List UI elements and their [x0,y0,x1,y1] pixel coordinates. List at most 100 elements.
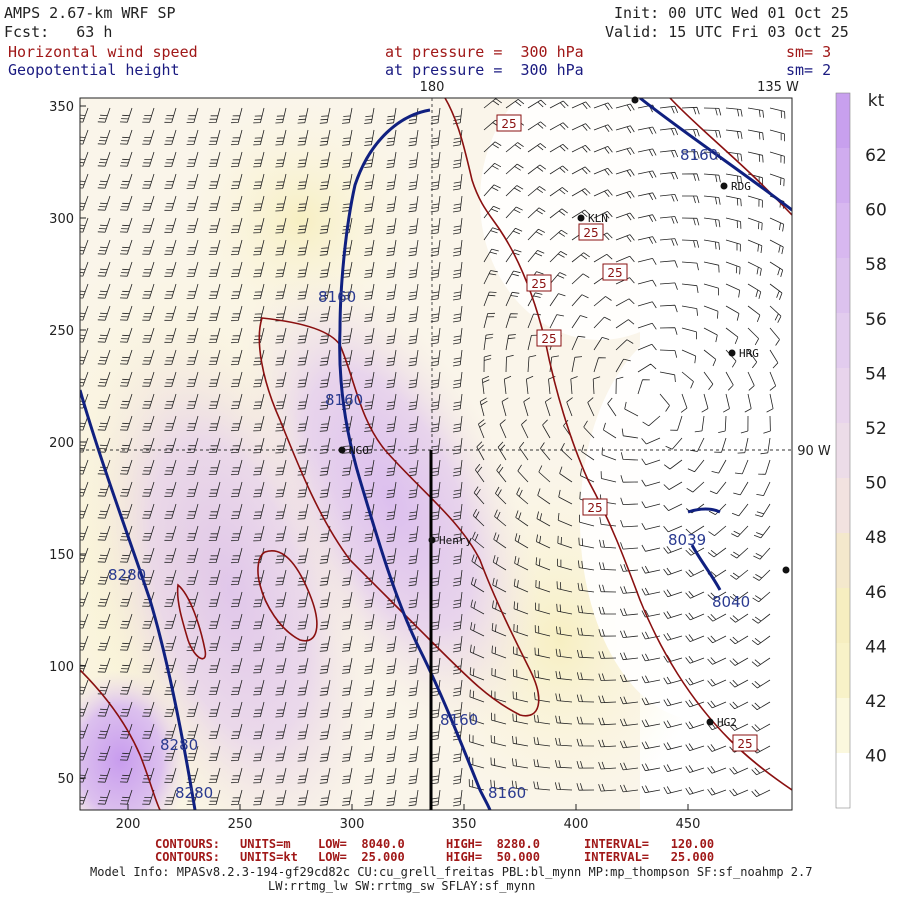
colorbar-segment [836,478,850,534]
height-contour-labels: 8160 8160 8160 8160 8160 8280 8280 8280 … [108,146,750,802]
colorbar-label: 48 [865,528,887,548]
forecast-hour: Fcst: 63 h [4,23,113,41]
colorbar-segment [836,203,850,259]
init-time: Init: 00 UTC Wed 01 Oct 25 [614,4,849,22]
field1-smoothing: sm= 3 [786,43,832,61]
colorbar-label: 58 [865,255,887,275]
height-label: 8280 [175,784,213,802]
field2-smoothing: sm= 2 [786,61,832,79]
x-tick: 450 [676,817,701,832]
height-label: 8280 [108,566,146,584]
svg-text:HG2: HG2 [717,716,737,729]
wind-speed-shading [80,98,792,810]
colorbar-label: 46 [865,583,887,603]
colorbar-segment [836,588,850,644]
speed-label: 25 [541,332,556,346]
height-label: 8280 [160,736,198,754]
colorbar-frame [835,92,851,809]
speed-label: 25 [607,266,622,280]
y-tick: 50 [57,772,74,787]
colorbar-label: 60 [865,201,887,221]
station-hg2: HG2 [706,716,737,729]
colorbar: 62 60 58 56 54 52 50 48 46 44 42 40 [835,92,887,809]
colorbar-segment [836,753,850,809]
station-rdg: RDG [720,180,751,193]
height-label: 8039 [668,531,706,549]
y-tick: 250 [49,324,74,339]
station-henry: Henry [428,534,472,547]
colorbar-label: 56 [865,310,887,330]
height-contours [80,98,792,810]
speed-label: 25 [583,226,598,240]
footer-contour1-low: LOW= 8040.0 [318,837,405,851]
wind-barb-paths [80,98,786,807]
colorbar-segment [836,148,850,204]
colorbar-segment [836,423,850,479]
model-title: AMPS 2.67-km WRF SP [4,4,176,22]
stations: RDG KLN HRG NGO Henry HG2 [338,96,790,729]
y-tick: 300 [49,212,74,227]
station-top [631,96,639,104]
footer-contour2-interval: INTERVAL= 25.000 [584,850,715,864]
speed-label: 25 [587,501,602,515]
footer-contour2-label: CONTOURS: [155,850,221,864]
speed-label: 25 [501,117,516,131]
colorbar-segment [836,698,850,754]
colorbar-label: 40 [865,747,887,767]
station-kln: KLN [577,212,608,225]
colorbar-segment [836,313,850,369]
x-tick: 400 [564,817,589,832]
x-axis-ticks: 200 250 300 350 400 450 [116,817,701,832]
x-tick: 250 [228,817,253,832]
lon-label-180: 180 [420,80,445,95]
height-label: 8160 [440,711,478,729]
colorbar-segment [836,258,850,314]
colorbar-unit: kt [868,91,885,111]
station-hrg: HRG [728,347,759,360]
colorbar-label: 42 [865,692,887,712]
station-ngo: NGO [338,444,369,457]
svg-text:KLN: KLN [588,212,608,225]
wind-barbs [80,98,786,807]
lon-label-135w: 135 W [757,80,799,95]
colorbar-segment [836,368,850,424]
speed-contour-labels: 25 25 25 25 25 25 25 [496,114,758,752]
footer-contour2-low: LOW= 25.000 [318,850,405,864]
valid-time: Valid: 15 UTC Fri 03 Oct 25 [605,23,849,41]
y-tick: 350 [49,100,74,115]
height-label: 8160 [318,288,356,306]
svg-text:RDG: RDG [731,180,751,193]
footer-model-info: Model Info: MPASv8.2.3-194-gf29cd82c CU:… [90,865,813,879]
field2-level: at pressure = 300 hPa [385,61,584,79]
field1-level: at pressure = 300 hPa [385,43,584,61]
footer-contour1-units: UNITS=m [240,837,291,851]
axis-tick-marks [80,105,689,810]
colorbar-label: 44 [865,637,887,657]
y-tick: 100 [49,660,74,675]
x-tick: 200 [116,817,141,832]
colorbar-label: 52 [865,419,887,439]
height-label: 8160 [488,784,526,802]
footer-contour2-high: HIGH= 50.000 [446,850,540,864]
svg-text:Henry: Henry [439,534,472,547]
lon-label-90w: 90 W [797,444,831,459]
y-tick: 150 [49,548,74,563]
x-tick: 300 [340,817,365,832]
colorbar-segment [836,533,850,589]
colorbar-label: 54 [865,364,887,384]
field1-name: Horizontal wind speed [8,43,198,61]
speed-label: 25 [737,737,752,751]
speed-label: 25 [531,277,546,291]
colorbar-label: 50 [865,474,887,494]
footer-model-info2: LW:rrtmg_lw SW:rrtmg_sw SFLAY:sf_mynn [268,879,536,893]
height-label: 8160 [680,146,718,164]
y-axis-ticks: 350 300 250 200 150 100 50 [49,100,74,787]
footer-contour1-interval: INTERVAL= 120.00 [584,837,715,851]
height-label: 8160 [325,391,363,409]
footer-contour2-units: UNITS=kt [240,850,298,864]
map-frame [79,97,793,811]
station-edge [782,566,790,574]
svg-text:NGO: NGO [349,444,369,457]
y-tick: 200 [49,436,74,451]
